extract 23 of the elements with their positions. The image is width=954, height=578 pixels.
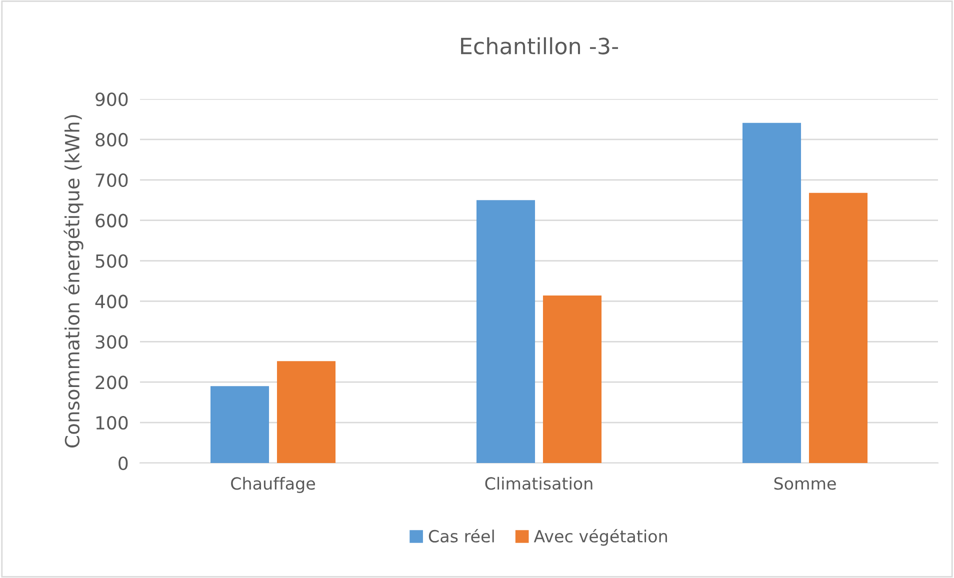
- y-tick-label: 700: [96, 173, 128, 188]
- y-tick-label: 500: [96, 254, 128, 268]
- legend-label: Cas réel: [428, 528, 494, 543]
- y-tick-label: 200: [96, 376, 128, 390]
- x-tick-label: Climatisation: [485, 476, 592, 490]
- x-tick-label: Somme: [774, 477, 836, 490]
- y-tick-label: 600: [96, 214, 128, 228]
- legend-label: Avec végétation: [534, 528, 667, 546]
- bar: [210, 386, 270, 463]
- bar: [742, 122, 802, 463]
- bar: [808, 192, 868, 463]
- chart-title: Echantillon -3-: [461, 37, 618, 54]
- y-tick-label: 0: [118, 456, 128, 470]
- y-tick-label: 100: [96, 416, 128, 430]
- y-tick-label: 300: [96, 335, 128, 349]
- y-axis-title: Consommation énergétique (kWh): [64, 115, 84, 448]
- y-tick-label: 800: [96, 132, 128, 147]
- bar: [542, 296, 602, 463]
- x-tick-label: Chauffage: [231, 476, 315, 494]
- bar: [476, 200, 536, 463]
- y-tick-label: 900: [96, 92, 128, 106]
- y-tick-label: 400: [95, 294, 128, 308]
- bar: [276, 361, 336, 463]
